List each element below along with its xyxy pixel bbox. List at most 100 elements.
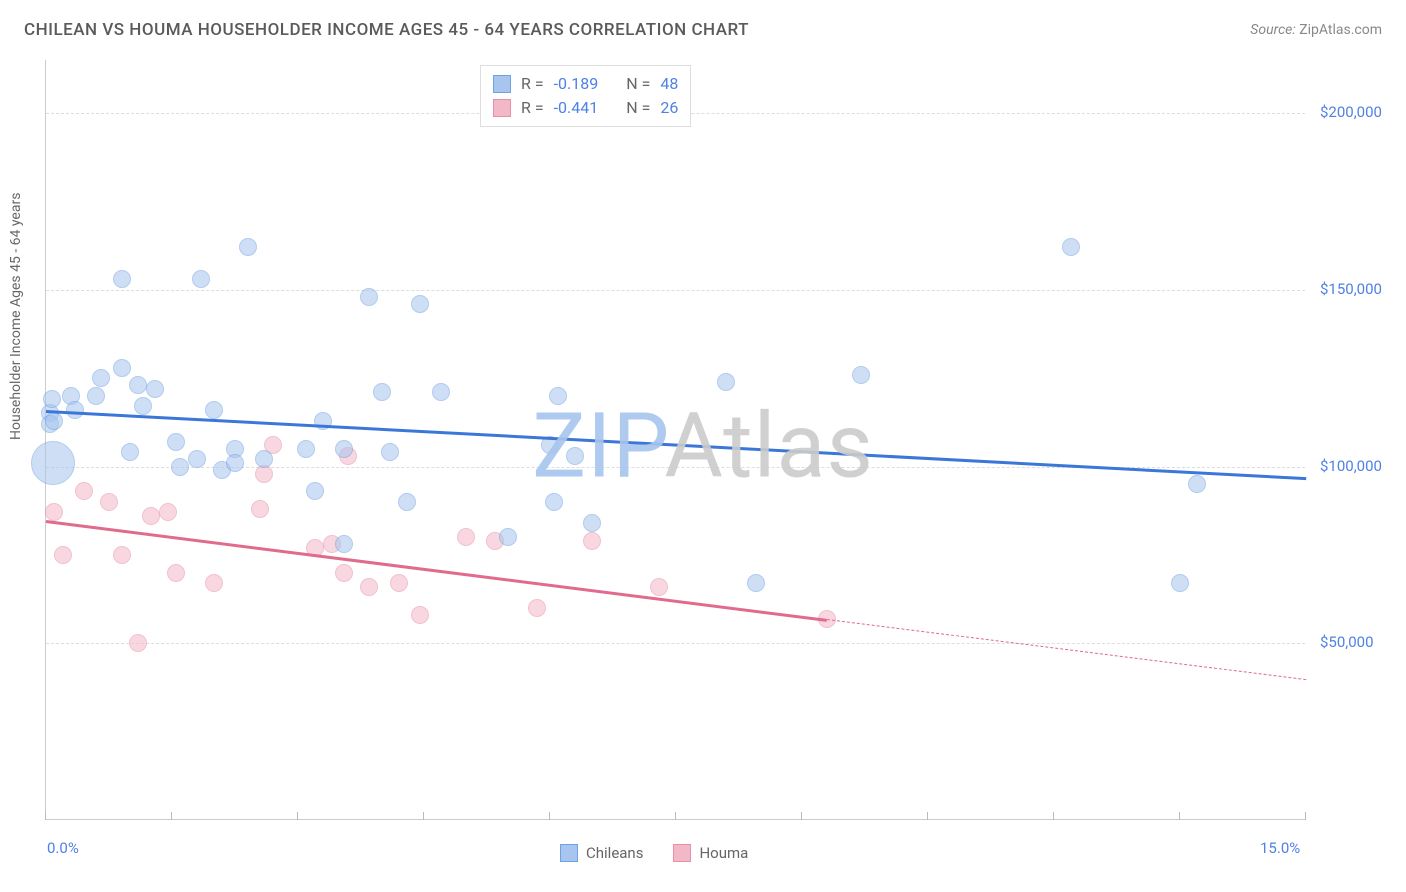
scatter-point-chilean	[335, 440, 353, 458]
scatter-point-chilean	[499, 528, 517, 546]
y-tick-label: $200,000	[1320, 103, 1382, 121]
r-value: -0.441	[554, 96, 599, 120]
scatter-point-chilean	[134, 397, 152, 415]
x-tick	[549, 812, 550, 820]
scatter-point-chilean	[192, 270, 210, 288]
scatter-point-chilean	[545, 493, 563, 511]
chart-title: CHILEAN VS HOUMA HOUSEHOLDER INCOME AGES…	[24, 20, 749, 40]
y-tick-label: $100,000	[1320, 457, 1382, 475]
x-tick	[675, 812, 676, 820]
scatter-point-chilean	[188, 450, 206, 468]
n-label: N =	[626, 72, 650, 96]
scatter-point-chilean	[239, 238, 257, 256]
y-tick-label: $150,000	[1320, 280, 1382, 298]
n-label: N =	[626, 96, 650, 120]
scatter-point-chilean	[226, 454, 244, 472]
x-tick	[801, 812, 802, 820]
scatter-point-chilean	[31, 441, 75, 485]
x-tick	[171, 812, 172, 820]
legend-series-item: Houma	[673, 844, 748, 862]
n-value: 26	[660, 96, 678, 120]
x-tick	[1305, 812, 1306, 820]
scatter-point-chilean	[747, 574, 765, 592]
scatter-point-chilean	[1062, 238, 1080, 256]
series-legend: Chileans Houma	[560, 844, 748, 862]
scatter-point-chilean	[306, 482, 324, 500]
x-tick	[423, 812, 424, 820]
scatter-point-chilean	[852, 366, 870, 384]
legend-swatch-icon	[493, 99, 511, 117]
x-tick	[297, 812, 298, 820]
scatter-point-houma	[457, 528, 475, 546]
scatter-point-houma	[251, 500, 269, 518]
scatter-point-houma	[583, 532, 601, 550]
scatter-point-chilean	[171, 458, 189, 476]
scatter-point-houma	[129, 634, 147, 652]
gridline-horizontal	[46, 643, 1305, 644]
legend-correlation-row: R = -0.441 N = 26	[493, 96, 678, 120]
scatter-point-chilean	[167, 433, 185, 451]
x-tick	[1053, 812, 1054, 820]
scatter-point-chilean	[45, 412, 63, 430]
trend-line-houma	[46, 520, 828, 621]
trend-line-houma-extrapolated	[827, 619, 1306, 680]
scatter-point-chilean	[398, 493, 416, 511]
scatter-point-chilean	[381, 443, 399, 461]
scatter-point-chilean	[129, 376, 147, 394]
scatter-point-chilean	[43, 390, 61, 408]
r-label: R =	[521, 72, 544, 96]
legend-swatch-icon	[493, 75, 511, 93]
legend-series-label: Chileans	[586, 844, 643, 862]
x-tick	[45, 812, 46, 820]
scatter-point-chilean	[411, 295, 429, 313]
n-value: 48	[660, 72, 678, 96]
scatter-point-chilean	[87, 387, 105, 405]
chart-plot-area	[45, 60, 1305, 820]
y-tick-label: $50,000	[1320, 633, 1374, 651]
scatter-point-houma	[528, 599, 546, 617]
source-value: ZipAtlas.com	[1299, 22, 1382, 38]
scatter-point-houma	[335, 564, 353, 582]
legend-correlation-row: R =-0.189N =48	[493, 72, 678, 96]
scatter-point-chilean	[1188, 475, 1206, 493]
scatter-point-houma	[159, 503, 177, 521]
scatter-point-houma	[54, 546, 72, 564]
legend-swatch-icon	[673, 844, 691, 862]
scatter-point-houma	[113, 546, 131, 564]
scatter-point-chilean	[255, 450, 273, 468]
scatter-point-chilean	[717, 373, 735, 391]
scatter-point-houma	[411, 606, 429, 624]
scatter-point-chilean	[113, 270, 131, 288]
scatter-point-houma	[390, 574, 408, 592]
legend-series-item: Chileans	[560, 844, 643, 862]
correlation-legend: R =-0.189N =48R =-0.441N =26	[480, 65, 691, 127]
scatter-point-chilean	[121, 443, 139, 461]
scatter-point-chilean	[566, 447, 584, 465]
scatter-point-chilean	[146, 380, 164, 398]
scatter-point-houma	[100, 493, 118, 511]
scatter-point-chilean	[373, 383, 391, 401]
scatter-point-chilean	[1171, 574, 1189, 592]
x-tick-label-first: 0.0%	[47, 839, 79, 857]
source-label: Source:	[1250, 22, 1295, 38]
x-tick	[927, 812, 928, 820]
legend-series-label: Houma	[699, 844, 748, 862]
scatter-point-houma	[167, 564, 185, 582]
legend-swatch-icon	[560, 844, 578, 862]
scatter-point-chilean	[66, 401, 84, 419]
scatter-point-houma	[45, 503, 63, 521]
source-attribution: Source: ZipAtlas.com	[1250, 22, 1382, 38]
scatter-point-chilean	[205, 401, 223, 419]
r-label: R =	[521, 96, 544, 120]
scatter-point-houma	[142, 507, 160, 525]
scatter-point-chilean	[583, 514, 601, 532]
scatter-point-chilean	[335, 535, 353, 553]
scatter-point-chilean	[113, 359, 131, 377]
y-axis-label: Householder Income Ages 45 - 64 years	[8, 193, 24, 440]
scatter-point-chilean	[360, 288, 378, 306]
x-tick-label-last: 15.0%	[1260, 839, 1300, 857]
scatter-point-houma	[650, 578, 668, 596]
scatter-point-chilean	[549, 387, 567, 405]
scatter-point-chilean	[92, 369, 110, 387]
scatter-point-houma	[205, 574, 223, 592]
